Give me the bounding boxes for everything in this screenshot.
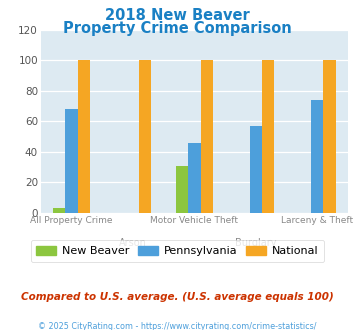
Text: All Property Crime: All Property Crime — [30, 216, 113, 225]
Bar — [323, 60, 335, 213]
Legend: New Beaver, Pennsylvania, National: New Beaver, Pennsylvania, National — [31, 240, 324, 262]
Text: Larceny & Theft: Larceny & Theft — [281, 216, 353, 225]
Bar — [201, 60, 213, 213]
Text: Property Crime Comparison: Property Crime Comparison — [63, 21, 292, 36]
Text: 2018 New Beaver: 2018 New Beaver — [105, 8, 250, 23]
Bar — [65, 109, 78, 213]
Text: Burglary: Burglary — [235, 238, 277, 248]
Bar — [188, 143, 201, 213]
Text: © 2025 CityRating.com - https://www.cityrating.com/crime-statistics/: © 2025 CityRating.com - https://www.city… — [38, 322, 317, 330]
Bar — [53, 208, 65, 213]
Bar — [139, 60, 151, 213]
Text: Motor Vehicle Theft: Motor Vehicle Theft — [151, 216, 238, 225]
Bar — [262, 60, 274, 213]
Text: Arson: Arson — [119, 238, 147, 248]
Bar — [78, 60, 90, 213]
Bar — [176, 166, 188, 213]
Bar — [250, 126, 262, 213]
Bar — [311, 100, 323, 213]
Text: Compared to U.S. average. (U.S. average equals 100): Compared to U.S. average. (U.S. average … — [21, 292, 334, 302]
